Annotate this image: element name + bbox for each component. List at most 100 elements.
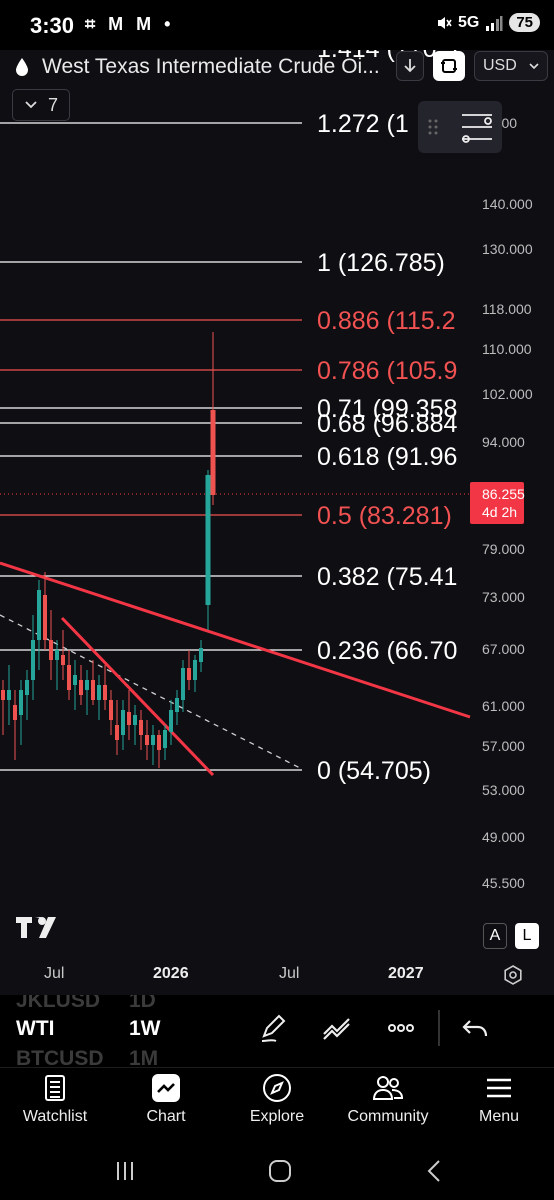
candle-body xyxy=(139,720,143,735)
recents-icon[interactable] xyxy=(114,1160,136,1182)
auto-scale-button[interactable]: A xyxy=(483,923,507,949)
time-label-2027: 2027 xyxy=(388,965,424,982)
price-axis-tick: 53.000 xyxy=(482,782,525,798)
watchlist-strip[interactable]: JKLUSD 1D WTI 1W BTCUSD 1M xyxy=(0,995,554,1067)
candle-body xyxy=(127,712,131,725)
nav-chart[interactable]: Chart xyxy=(116,1073,216,1126)
price-axis-tick: 73.000 xyxy=(482,589,525,605)
fib-level-label: 0.786 (105.9 xyxy=(317,357,457,385)
download-button[interactable] xyxy=(396,51,424,81)
fib-level-label: 0.68 (96.884 xyxy=(317,410,457,438)
candle-body xyxy=(13,705,17,720)
candle-body xyxy=(67,665,71,690)
currency-value: USD xyxy=(483,57,517,74)
log-scale-button[interactable]: L xyxy=(515,923,539,949)
price-axis-tick: 130.000 xyxy=(482,241,533,257)
candle-body xyxy=(157,735,161,750)
price-chart[interactable]: 1.414 (170.51.272 (11 (126.785)0.886 (11… xyxy=(0,50,554,995)
nav-menu[interactable]: Menu xyxy=(449,1073,549,1126)
battery-badge: 75 xyxy=(509,13,540,32)
candle-body xyxy=(91,680,95,700)
chart-icon xyxy=(152,1074,180,1102)
candle-body xyxy=(61,655,65,665)
compass-icon xyxy=(263,1074,291,1102)
row-resolution: 1W xyxy=(129,1017,161,1040)
candle-body xyxy=(97,685,101,700)
network-type: 5G xyxy=(457,13,480,31)
fib-level-label: 0.236 (66.70 xyxy=(317,637,457,665)
status-right: 5G 75 xyxy=(436,13,540,32)
nav-label: Explore xyxy=(249,1108,305,1125)
trend-lines-icon[interactable] xyxy=(321,1012,353,1044)
candle-body xyxy=(109,700,113,720)
tradingview-logo xyxy=(16,917,56,938)
layout-icon xyxy=(441,59,457,73)
nav-label: Community xyxy=(347,1108,429,1125)
candle-body xyxy=(55,650,59,660)
back-icon[interactable] xyxy=(425,1159,443,1183)
price-axis-tick: 110.000 xyxy=(482,341,532,357)
candle-body xyxy=(49,640,53,660)
nav-label: Chart xyxy=(146,1108,186,1125)
fib-level-label: 0.886 (115.2 xyxy=(317,307,456,335)
fib-level-label: 1 (126.785) xyxy=(317,249,445,277)
candle-body xyxy=(175,698,179,712)
candle-body xyxy=(151,735,155,745)
more-icon[interactable] xyxy=(385,1012,417,1044)
watchlist-row-prev[interactable]: JKLUSD 1D xyxy=(16,995,156,1013)
indicators-count: 7 xyxy=(47,94,58,115)
system-nav-bar xyxy=(0,1142,554,1200)
candle-body xyxy=(169,710,173,732)
chevron-down-icon xyxy=(25,101,37,109)
candle-body xyxy=(187,668,191,680)
currency-select[interactable]: USD xyxy=(474,51,548,81)
price-axis-tick: 45.500 xyxy=(482,875,525,891)
menu-icon xyxy=(487,1078,511,1098)
time-label-jul-2026: Jul xyxy=(279,965,300,982)
candle-body xyxy=(133,715,137,725)
nav-watchlist[interactable]: Watchlist xyxy=(5,1073,105,1126)
nav-label: Watchlist xyxy=(22,1108,88,1125)
candle-body xyxy=(19,690,23,715)
time-label-jul-2025: Jul xyxy=(44,965,65,982)
price-axis-tick: 79.000 xyxy=(482,541,525,557)
home-icon[interactable] xyxy=(267,1158,293,1184)
indicators-toggle-button[interactable]: 7 xyxy=(12,89,70,121)
candle-body xyxy=(199,648,203,662)
chart-canvas[interactable]: 1.414 (170.51.272 (11 (126.785)0.886 (11… xyxy=(0,50,554,995)
nav-explore[interactable]: Explore xyxy=(227,1073,327,1126)
price-axis-tick: 57.000 xyxy=(482,738,525,754)
candle-body xyxy=(163,730,167,748)
time-label-2026: 2026 xyxy=(153,965,189,982)
nav-community[interactable]: Community xyxy=(338,1073,438,1126)
symbol-title[interactable]: West Texas Intermediate Crude Oi... xyxy=(42,55,380,78)
price-axis-tick: 140.000 xyxy=(482,196,533,212)
watchlist-row-active[interactable]: WTI 1W xyxy=(16,1017,161,1041)
candle-body xyxy=(79,680,83,695)
resistance-trendline xyxy=(0,561,471,719)
drag-handle-icon[interactable] xyxy=(418,101,502,153)
layout-button[interactable] xyxy=(433,51,465,81)
candle-body xyxy=(85,680,89,690)
mute-icon xyxy=(437,16,452,29)
undo-icon[interactable] xyxy=(460,1012,492,1044)
drawing-settings-panel[interactable] xyxy=(418,101,502,153)
row-symbol: BTCUSD xyxy=(16,1047,104,1067)
fib-level-label: 1.272 (1 xyxy=(317,110,409,138)
candle-body xyxy=(103,685,107,700)
watchlist-row-next[interactable]: BTCUSD 1M xyxy=(16,1047,158,1067)
current-price-tag xyxy=(470,482,524,524)
pencil-icon[interactable] xyxy=(258,1012,290,1044)
fib-level-label: 0.618 (91.96 xyxy=(317,443,457,471)
fib-level-label: 0 (54.705) xyxy=(317,757,431,785)
row-resolution: 1D xyxy=(129,995,156,1012)
price-axis-tick: 67.000 xyxy=(482,641,525,657)
falling-trendline xyxy=(60,616,215,777)
gear-icon[interactable] xyxy=(502,964,524,986)
candle-body xyxy=(181,668,185,700)
row-resolution: 1M xyxy=(129,1047,159,1067)
signal-icon xyxy=(486,15,503,31)
candle-body xyxy=(73,675,77,685)
arrow-down-icon xyxy=(404,59,416,73)
candle-body xyxy=(121,710,125,735)
